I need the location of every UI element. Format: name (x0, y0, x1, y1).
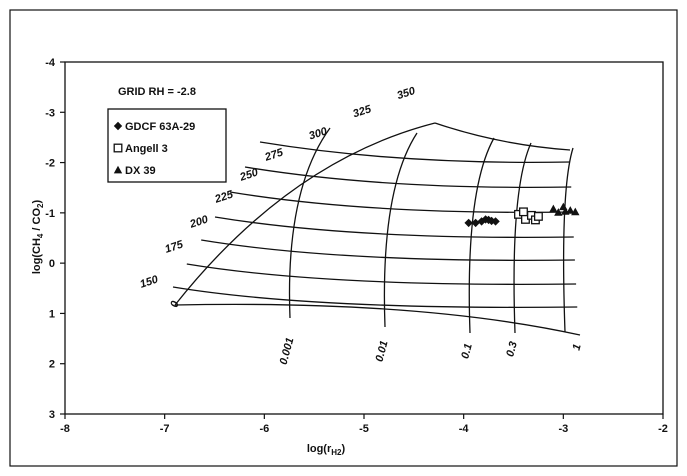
legend-label-angell: Angell 3 (125, 143, 168, 155)
rh2-label: 0.3 (504, 340, 520, 358)
x-tick-label: -7 (160, 423, 170, 435)
rh2-curve (383, 132, 418, 328)
rh2-label: 0.01 (374, 339, 391, 363)
y-tick-label: 1 (49, 308, 55, 320)
x-tick-label: -3 (558, 423, 568, 435)
y-tick-label: -3 (45, 107, 55, 119)
temperature-label: 150 (138, 273, 160, 290)
y-tick-label: 3 (49, 409, 55, 421)
top-edge-curve (434, 122, 571, 151)
y-axis-label: log(CH4 / CO2) (31, 200, 45, 275)
y-tick-label: 0 (49, 258, 55, 270)
data-point-diamond (491, 217, 500, 226)
x-tick-label: -4 (459, 423, 470, 435)
temperature-label: 200 (188, 213, 211, 231)
y-tick-label: 2 (49, 359, 55, 371)
legend-label-dx39: DX 39 (125, 165, 156, 177)
temperature-curve (172, 286, 578, 308)
data-point-diamond (471, 218, 480, 228)
rh2-curve (562, 147, 574, 333)
rh2-label: 1 (571, 343, 584, 352)
data-point-triangle (549, 204, 558, 213)
temperature-label: 350 (396, 85, 418, 102)
data-point-triangle (554, 208, 563, 216)
temperature-label: 225 (213, 188, 236, 206)
data-point-square-open (519, 207, 528, 217)
rh2-label: 0 (169, 299, 182, 309)
x-tick-label: -8 (60, 423, 70, 435)
data-point-square-open (533, 211, 543, 221)
data-points (464, 202, 580, 228)
temperature-curve (214, 216, 574, 238)
legend-marker-diamond (113, 121, 123, 131)
rh2-label: 0.1 (459, 342, 475, 360)
temperature-curve (186, 263, 577, 285)
temperature-label: 275 (263, 146, 286, 164)
temperature-label: 175 (163, 238, 185, 255)
grid-title: GRID RH = -2.8 (118, 86, 196, 98)
data-point-triangle (566, 206, 575, 214)
legend-label-gdcf: GDCF 63A-29 (125, 121, 195, 133)
rh2-curve (468, 137, 495, 334)
legend-marker-square-open (113, 143, 123, 153)
bottom-edge-curve (174, 303, 581, 336)
temperature-curve-350 (174, 122, 436, 306)
legend-box (107, 108, 227, 183)
x-tick-label: -5 (359, 423, 369, 435)
x-tick-label: -2 (658, 423, 668, 435)
axis-ticks: -8 -7 -6 -5 -4 -3 -2 -4 -3 -2 -1 0 1 2 3 (45, 57, 668, 435)
legend: GDCF 63A-29 Angell 3 DX 39 (107, 108, 227, 183)
legend-markers (113, 121, 123, 174)
data-point-diamond (464, 218, 473, 228)
y-tick-label: -4 (45, 57, 56, 69)
x-tick-label: -6 (259, 423, 269, 435)
rh2-curve (288, 127, 331, 319)
data-point-triangle (571, 207, 580, 216)
y-tick-label: -2 (45, 158, 55, 170)
temperature-label: 250 (238, 166, 261, 184)
temperature-curve (259, 141, 571, 163)
legend-marker-triangle (113, 165, 123, 174)
temperature-label: 300 (308, 125, 330, 142)
temperature-label: 325 (352, 103, 374, 120)
y-tick-label: -1 (45, 208, 55, 220)
